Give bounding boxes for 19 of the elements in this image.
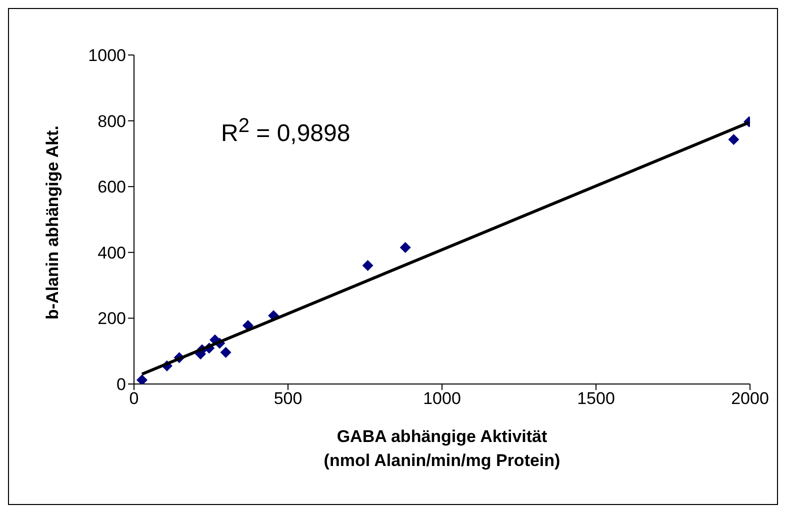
point [220,346,232,358]
x-axis-title: GABA abhängige Aktivität (nmol Alanin/min/mg Protein) [324,427,560,470]
x-tick-label: 1000 [423,389,461,408]
y-axis-title: b-Alanin abhängige Akt. [43,126,62,320]
point [728,134,740,146]
r-squared-note: R$^{2}$ = 0,9898 [221,115,350,148]
y-tick-label: 0 [116,375,126,394]
x-tick-label: 2000 [731,389,769,408]
x-tick-label: 500 [274,389,302,408]
y-tick-label: 1000 [88,46,126,66]
x-tick-label: 0 [129,389,139,408]
point [136,374,148,384]
y-tick-label: 200 [98,309,126,328]
point [400,242,411,253]
point [362,260,374,272]
y-tick-label: 800 [98,112,126,131]
x-tick-label: 1500 [577,389,615,408]
y-tick-label: 400 [98,243,126,262]
y-tick-label: 600 [98,178,126,197]
